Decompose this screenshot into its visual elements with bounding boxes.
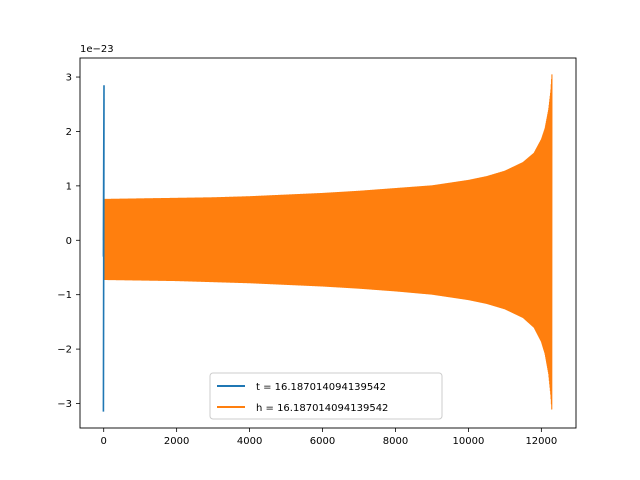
- x-tick-label: 4000: [237, 436, 262, 447]
- y-tick-label: −1: [57, 290, 72, 301]
- series-t-line: [102, 85, 105, 412]
- y-tick-label: −2: [57, 345, 72, 356]
- tick-layer: 0 2000 4000 6000 8000 10000 12000 −3 −2 −1 0 1 2 3: [57, 73, 557, 447]
- x-tick-label: 12000: [525, 436, 557, 447]
- x-tick-label: 2000: [164, 436, 189, 447]
- y-tick-label: 1: [66, 181, 72, 192]
- x-tick-label: 0: [101, 436, 107, 447]
- series-h-line: [103, 74, 553, 410]
- x-tick-label: 10000: [453, 436, 485, 447]
- plot-area: [102, 74, 553, 412]
- y-tick-label: 2: [66, 127, 72, 138]
- x-tick-label: 8000: [383, 436, 408, 447]
- legend-label-h: h = 16.187014094139542: [256, 403, 388, 414]
- legend-label-t: t = 16.187014094139542: [256, 382, 386, 393]
- y-tick-label: 3: [66, 73, 72, 84]
- y-tick-label: −3: [57, 399, 72, 410]
- legend: t = 16.187014094139542 h = 16.1870140941…: [209, 372, 443, 420]
- y-offset-label: 1e−23: [80, 44, 114, 55]
- axes-frame: [79, 57, 577, 429]
- y-tick-label: 0: [66, 236, 72, 247]
- legend-box: [209, 372, 443, 420]
- x-tick-label: 6000: [310, 436, 335, 447]
